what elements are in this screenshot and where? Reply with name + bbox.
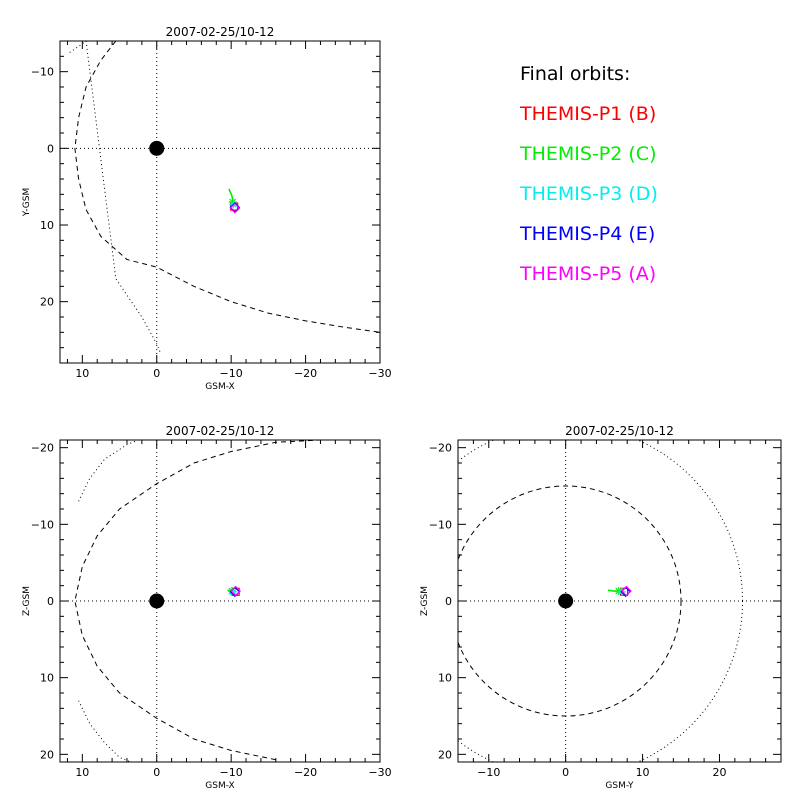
- x-tick-label: −20: [294, 367, 317, 380]
- bow-shock-lower-curve: [78, 440, 139, 502]
- legend-item-p1: THEMIS-P1 (B): [520, 103, 657, 125]
- x-tick-label: −30: [368, 766, 391, 779]
- legend-item-p4: THEMIS-P4 (E): [520, 223, 656, 245]
- legend: Final orbits: THEMIS-P1 (B) THEMIS-P2 (C…: [520, 62, 780, 302]
- y-axis-label: Z-GSM: [22, 586, 32, 616]
- y-tick-label: 10: [40, 672, 54, 685]
- y-tick-label: 0: [47, 142, 54, 155]
- x-tick-label: 0: [153, 367, 160, 380]
- y-tick-label: 10: [40, 219, 54, 232]
- magnetopause-curve: [74, 440, 321, 761]
- themis-p5-a-marker: [229, 202, 241, 214]
- x-tick-label: −20: [294, 766, 317, 779]
- magnetopause-curve: [74, 41, 380, 333]
- plot-title: 2007-02-25/10-12: [565, 424, 674, 438]
- y-tick-label: 0: [47, 595, 54, 608]
- x-axis-label: GSM-X: [205, 781, 234, 791]
- plot-1: 10 0 −10 −20 −30 −10 0 10 20 2007-02-25/10-12 GSM-…: [22, 25, 392, 392]
- themis-p5-a-marker: [621, 585, 632, 597]
- legend-item-p2: THEMIS-P2 (C): [520, 143, 657, 165]
- tick-marks: [60, 40, 381, 364]
- x-tick-label: 0: [562, 766, 569, 779]
- x-tick-label: 20: [712, 766, 726, 779]
- legend-title: Final orbits:: [520, 63, 631, 85]
- earth-dot: [558, 593, 574, 609]
- x-tick-label: −10: [477, 766, 500, 779]
- y-tick-label: 0: [445, 595, 452, 608]
- y-axis-label: Y-GSM: [22, 188, 32, 217]
- earth-dot: [149, 593, 165, 609]
- x-tick-label: −10: [220, 766, 243, 779]
- y-axis-label: Z-GSM: [420, 586, 430, 616]
- themis-p5-a-marker: [230, 585, 241, 597]
- plot-title: 2007-02-25/10-12: [166, 424, 275, 438]
- y-tick-label: −10: [429, 518, 452, 531]
- magnetopause-curve: [458, 485, 682, 717]
- earth-dot: [149, 140, 165, 156]
- x-axis-label: GSM-X: [205, 382, 234, 392]
- plot-area: [60, 440, 380, 762]
- y-tick-label: −20: [429, 442, 452, 455]
- bow-shock-upper-curve: [78, 700, 131, 762]
- x-axis-label: GSM-Y: [605, 781, 634, 791]
- legend-item-p5: THEMIS-P5 (A): [520, 263, 657, 285]
- y-tick-label: 20: [40, 296, 54, 309]
- y-tick-label: −20: [31, 442, 54, 455]
- tick-marks: [60, 440, 381, 762]
- y-tick-label: 20: [438, 748, 452, 761]
- x-tick-label: −10: [220, 367, 243, 380]
- plot-area: [60, 41, 380, 363]
- y-tick-label: −10: [31, 518, 54, 531]
- x-tick-label: 0: [153, 766, 160, 779]
- y-tick-label: 10: [438, 672, 452, 685]
- y-tick-label: 20: [40, 748, 54, 761]
- plot-3: −10 0 10 20 20 10 0 −10 −20 2007-02-25/10-12 GSM-Y…: [420, 424, 782, 791]
- legend-item-p3: THEMIS-P3 (D): [520, 183, 658, 205]
- plot-2: 10 0 −10 −20 −30 20 10 0 −10 −20 2007-02-25/10-12 G…: [22, 424, 392, 791]
- x-tick-label: 10: [75, 367, 89, 380]
- plot-frame: [59, 40, 381, 364]
- bow-shock-curve: [69, 41, 161, 354]
- plot-area: [458, 440, 781, 762]
- y-tick-label: −10: [31, 66, 54, 79]
- x-tick-label: 10: [75, 766, 89, 779]
- bow-shock-curve: [458, 440, 743, 762]
- x-tick-label: −30: [368, 367, 391, 380]
- tick-marks: [457, 440, 782, 762]
- plot-title: 2007-02-25/10-12: [166, 25, 275, 39]
- x-tick-label: 10: [636, 766, 650, 779]
